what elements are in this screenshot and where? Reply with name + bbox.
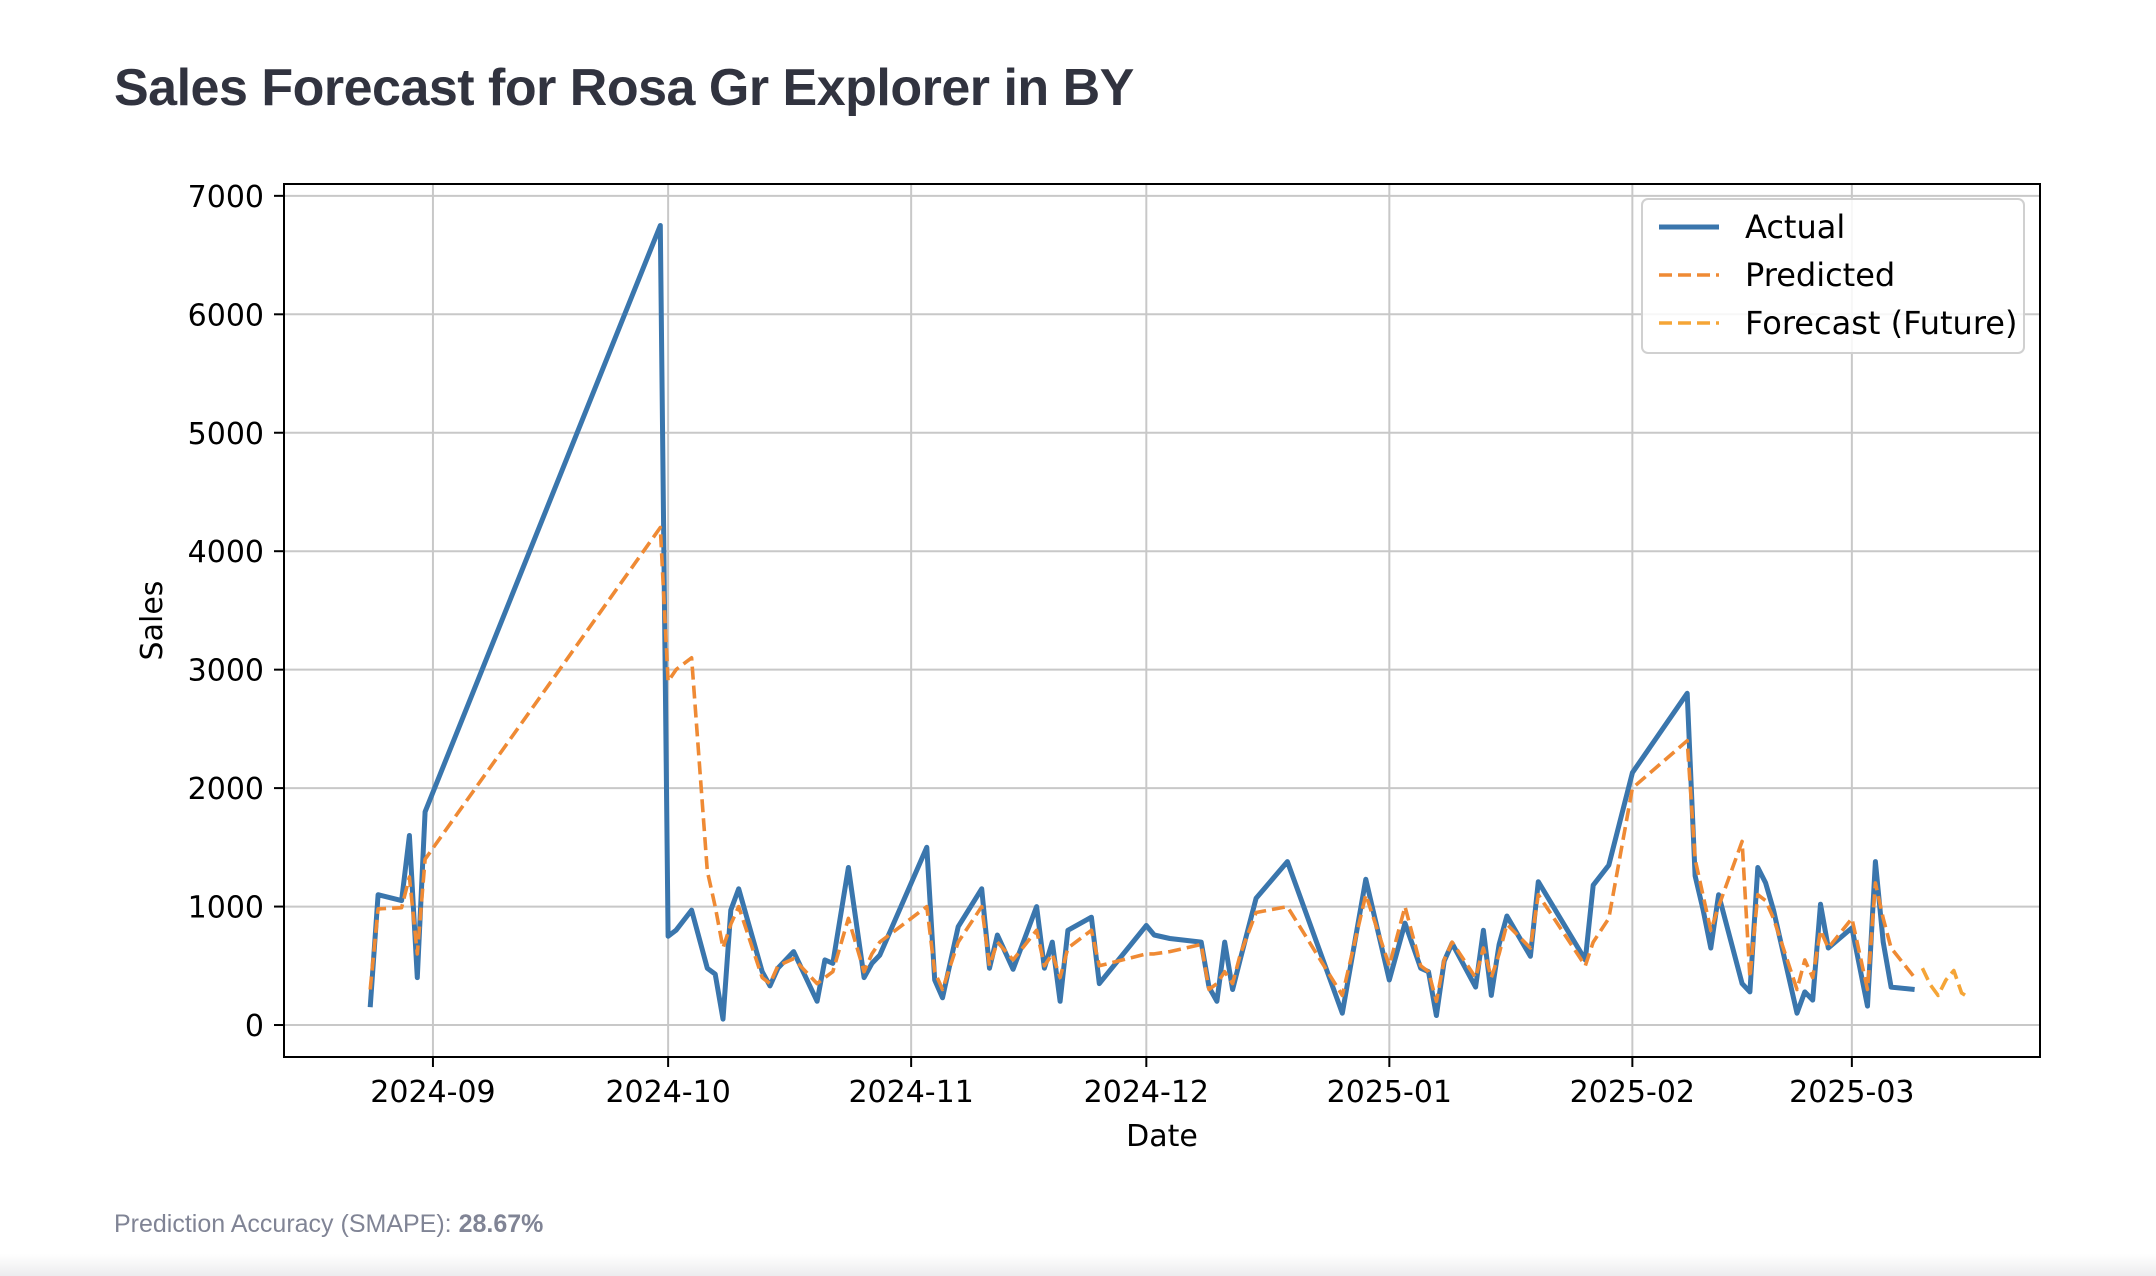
chart-grid [284,184,2040,1057]
bottom-fade [0,1254,2156,1276]
page-title: Sales Forecast for Rosa Gr Explorer in B… [114,59,1134,117]
y-tick-label: 1000 [188,891,264,926]
predicted-line [368,525,1917,1004]
x-axis-label: Date [1126,1119,1198,1154]
x-tick-label: 2025-01 [1327,1075,1452,1110]
y-tick-label: 4000 [188,535,264,570]
legend-label: Predicted [1745,256,1895,294]
smape-value: 28.67% [458,1210,544,1238]
x-tick-label: 2025-03 [1789,1075,1914,1110]
y-axis-label: Sales [135,581,170,661]
actual-line [367,223,1915,1022]
legend-box [1641,198,2025,354]
x-tick-label: 2025-02 [1570,1075,1695,1110]
x-tick-label: 2024-12 [1084,1075,1209,1110]
y-tick-label: 0 [245,1009,264,1044]
legend-label: Actual [1745,208,1845,246]
y-tick-label: 5000 [188,417,264,452]
forecast-line [1920,967,1971,1000]
smape-label: Prediction Accuracy (SMAPE): [114,1210,452,1238]
y-tick-label: 6000 [188,298,264,333]
y-tick-label: 2000 [188,772,264,807]
chart-series [367,223,1971,1022]
x-tick-label: 2024-11 [848,1075,973,1110]
x-tick-label: 2024-10 [605,1075,730,1110]
smape-caption: Prediction Accuracy (SMAPE): 28.67% [114,1210,543,1239]
chart-legend: Actual Predicted Forecast (Future) [1641,198,2025,354]
y-tick-label: 7000 [188,180,264,215]
plot-frame [283,183,2041,1058]
legend-label: Forecast (Future) [1745,304,2017,342]
chart-ticks: 0 1000 2000 3000 4000 5000 6000 7000 2024-09 2024… [188,180,1915,1110]
x-tick-label: 2024-09 [370,1075,495,1110]
y-tick-label: 3000 [188,654,264,689]
